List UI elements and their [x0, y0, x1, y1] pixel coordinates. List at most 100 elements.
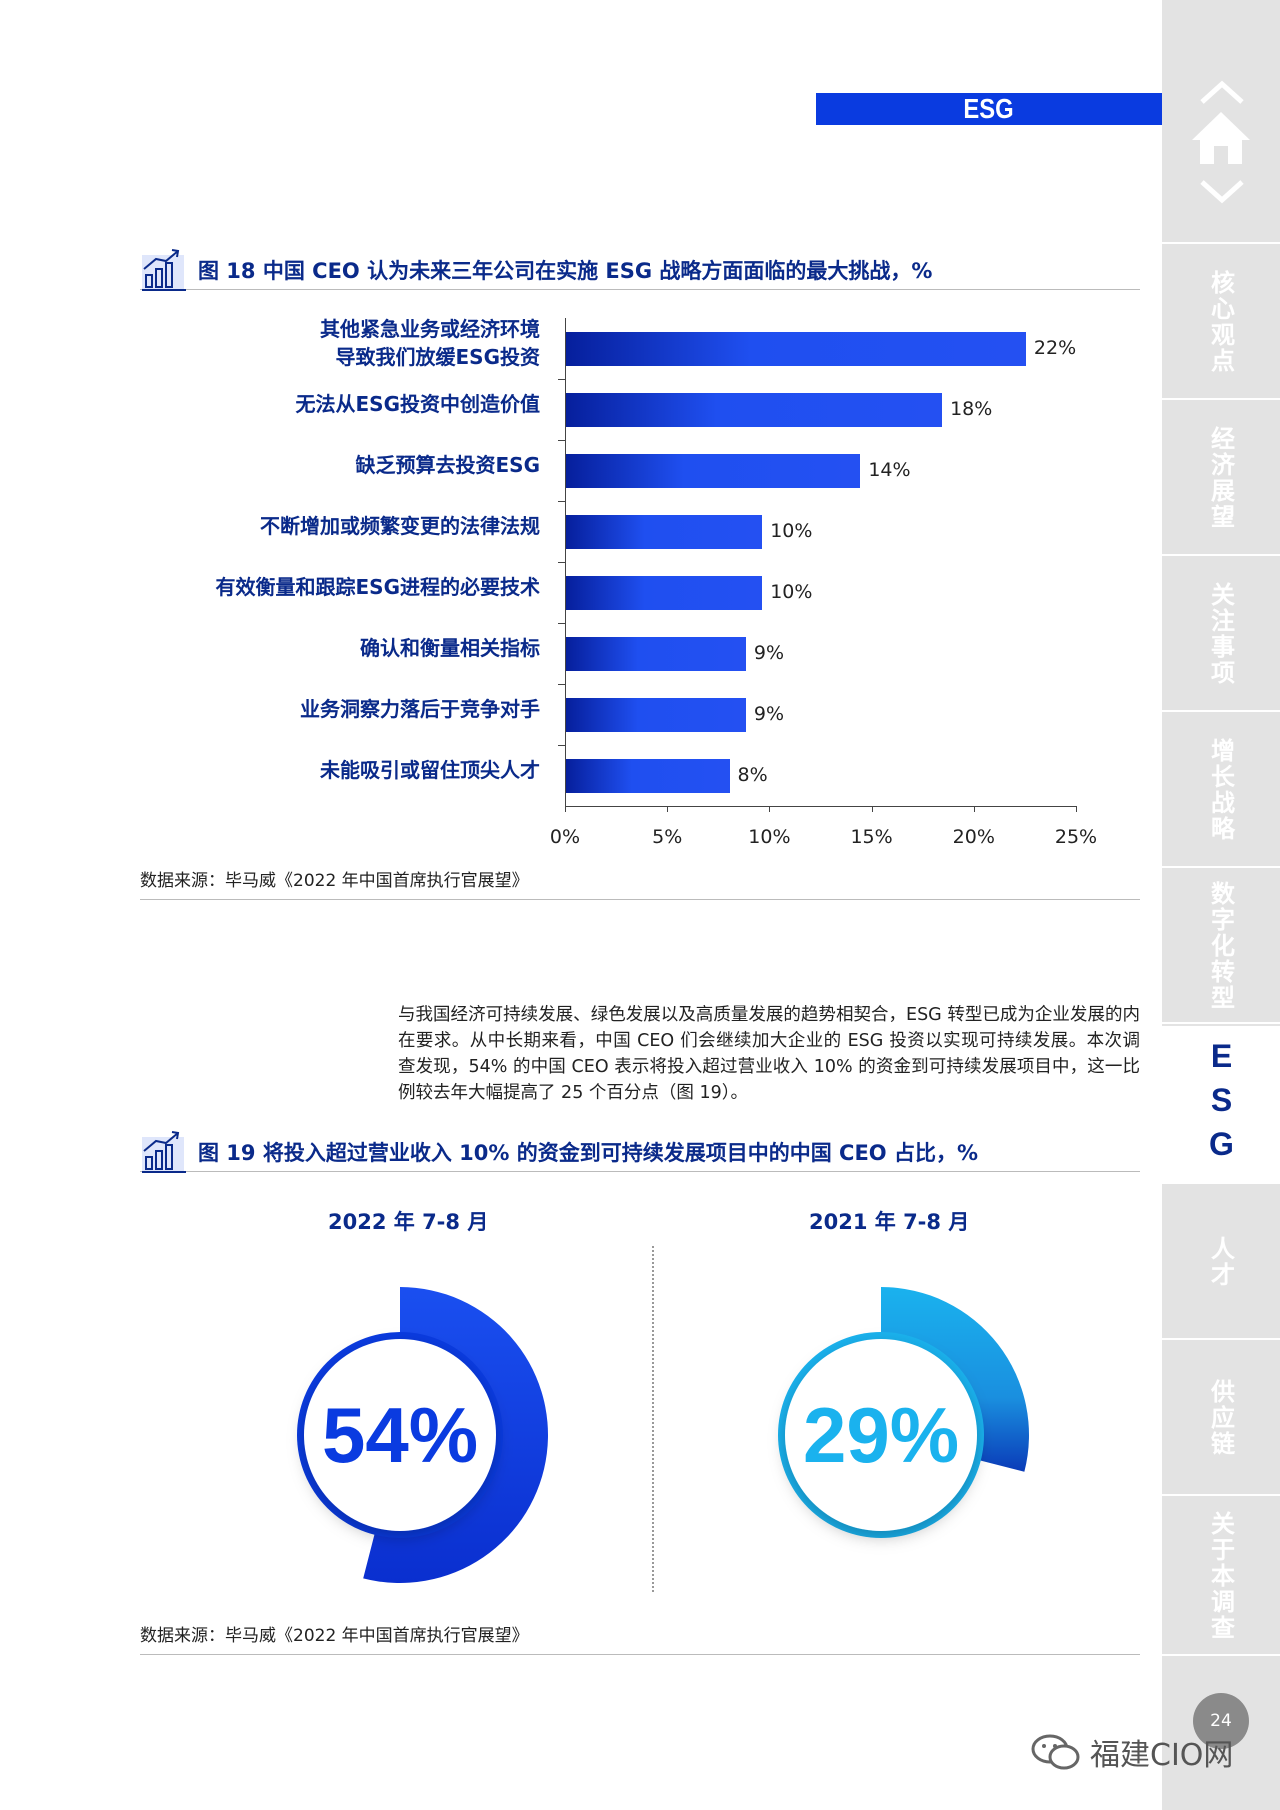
- sidebar-item-6[interactable]: 人才: [1162, 1186, 1280, 1340]
- sidebar-item-label: 关于本调查: [1206, 1511, 1235, 1641]
- sidebar-item-label: 供应链: [1206, 1379, 1235, 1457]
- bar-1: [566, 392, 943, 427]
- x-tick-label: 15%: [850, 826, 893, 848]
- bar-2: [566, 453, 861, 488]
- bar-category-line: 有效衡量和跟踪ESG进程的必要技术: [215, 574, 540, 599]
- bar-value-label: 9%: [753, 702, 785, 725]
- bar-category-line: 确认和衡量相关指标: [360, 635, 540, 660]
- chart-icon: [142, 1130, 186, 1173]
- x-tick: [565, 806, 566, 812]
- bar-4: [566, 575, 763, 610]
- chart-icon: [142, 248, 186, 291]
- chevron-up-icon[interactable]: [1196, 78, 1248, 108]
- figure-19-source: 数据来源：毕马威《2022 年中国首席执行官展望》: [140, 1621, 1140, 1655]
- x-tick: [769, 806, 771, 812]
- watermark-text: 福建CIO网: [1090, 1738, 1234, 1773]
- watermark: 福建CIO网: [1030, 1730, 1233, 1774]
- bar-category-label: 不断增加或频繁变更的法律法规: [140, 512, 540, 540]
- x-tick-label: 20%: [952, 826, 995, 848]
- y-tick: [558, 623, 565, 624]
- donut-2022-center: [304, 1339, 496, 1531]
- bar-3: [566, 514, 763, 549]
- sidebar-item-0[interactable]: 核心观点: [1162, 246, 1280, 400]
- y-axis: [565, 318, 566, 806]
- nav-home-block: [1162, 0, 1280, 244]
- page-number: 24: [1193, 1693, 1249, 1749]
- wechat-icon: [1031, 1734, 1080, 1770]
- donut-2022-arc: [363, 1287, 548, 1583]
- x-tick-label: 0%: [549, 826, 581, 848]
- x-tick-label: 5%: [652, 826, 683, 848]
- sidebar-item-4[interactable]: 数字化转型: [1162, 870, 1280, 1024]
- y-tick: [558, 745, 565, 746]
- donut-2022: 54%: [297, 1287, 548, 1583]
- bar-category-label: 有效衡量和跟踪ESG进程的必要技术: [140, 573, 540, 601]
- bar-value-label: 10%: [770, 519, 813, 542]
- bar-value-label: 10%: [770, 580, 813, 603]
- bar-category-line: 无法从ESG投资中创造价值: [295, 391, 540, 416]
- section-header-bar: ESG: [816, 93, 1162, 125]
- chevron-down-icon[interactable]: [1196, 176, 1248, 206]
- bar-0: [566, 331, 1026, 366]
- donut-2021-center: [785, 1339, 977, 1531]
- sidebar-item-1[interactable]: 经济展望: [1162, 402, 1280, 556]
- x-tick: [667, 806, 669, 812]
- bar-category-label: 确认和衡量相关指标: [140, 634, 540, 662]
- y-tick: [558, 562, 565, 563]
- bar-6: [566, 697, 746, 732]
- bar-category-line: 不断增加或频繁变更的法律法规: [260, 513, 540, 538]
- sidebar-item-label: 关注事项: [1206, 582, 1235, 686]
- bar-value-label: 9%: [753, 641, 785, 664]
- y-tick: [558, 501, 565, 502]
- sidebar-item-label: ESG: [1203, 1038, 1240, 1170]
- body-paragraph: 与我国经济可持续发展、绿色发展以及高质量发展的趋势相契合，ESG 转型已成为企业…: [398, 1005, 1140, 1103]
- figure-19-title: 图 19 将投入超过营业收入 10% 的资金到可持续发展项目中的中国 CEO 占…: [198, 1140, 979, 1165]
- section-header-label: ESG: [963, 93, 1015, 124]
- donut-2021-label: 2021 年 7-8 月: [809, 1210, 970, 1234]
- sidebar-item-5[interactable]: ESG: [1162, 1026, 1280, 1184]
- sidebar-item-label: 核心观点: [1206, 270, 1235, 374]
- sidebar-item-label: 数字化转型: [1206, 881, 1235, 1011]
- bar-category-line: 未能吸引或留住顶尖人才: [320, 757, 540, 782]
- sidebar-item-3[interactable]: 增长战略: [1162, 714, 1280, 868]
- x-tick-label: 25%: [1054, 826, 1098, 848]
- donut-2021: 29%: [778, 1287, 1029, 1538]
- bar-category-line: 缺乏预算去投资ESG: [355, 452, 540, 477]
- bar-category-line: 业务洞察力落后于竞争对手: [300, 696, 540, 721]
- sidebar-item-label: 增长战略: [1206, 738, 1235, 842]
- y-tick: [558, 684, 565, 685]
- bar-category-label: 缺乏预算去投资ESG: [140, 451, 540, 479]
- figure-18-title: 图 18 中国 CEO 认为未来三年公司在实施 ESG 战略方面面临的最大挑战，…: [198, 258, 933, 283]
- bar-5: [566, 636, 746, 671]
- x-tick-label: 10%: [748, 826, 791, 848]
- figure-18-title-row: 图 18 中国 CEO 认为未来三年公司在实施 ESG 战略方面面临的最大挑战，…: [140, 248, 1140, 291]
- bar-category-label: 未能吸引或留住顶尖人才: [140, 756, 540, 784]
- y-tick: [558, 379, 565, 380]
- bar-value-label: 18%: [950, 397, 993, 420]
- bar-category-label: 其他紧急业务或经济环境导致我们放缓ESG投资: [140, 315, 540, 371]
- bar-value-label: 22%: [1033, 336, 1077, 359]
- sidebar-item-label: 经济展望: [1206, 426, 1235, 530]
- donut-2022-label: 2022 年 7-8 月: [328, 1210, 489, 1234]
- home-icon[interactable]: [1190, 110, 1252, 166]
- sidebar-item-8[interactable]: 关于本调查: [1162, 1498, 1280, 1656]
- donut-2021-arc: [881, 1287, 1029, 1472]
- sidebar-item-label: 人才: [1206, 1236, 1235, 1288]
- x-axis: [565, 806, 1077, 807]
- sidebar-item-7[interactable]: 供应链: [1162, 1342, 1280, 1496]
- bar-category-label: 无法从ESG投资中创造价值: [140, 390, 540, 418]
- bar-category-line: 其他紧急业务或经济环境: [320, 316, 540, 341]
- bar-category-label: 业务洞察力落后于竞争对手: [140, 695, 540, 723]
- x-tick: [973, 806, 975, 812]
- bar-value-label: 14%: [868, 458, 911, 481]
- x-tick: [1076, 806, 1077, 812]
- x-tick: [871, 806, 873, 812]
- bar-category-line: 导致我们放缓ESG投资: [335, 344, 540, 369]
- figure-18-source: 数据来源：毕马威《2022 年中国首席执行官展望》: [140, 866, 1140, 900]
- donut-divider: [652, 1246, 654, 1592]
- sidebar-nav: 核心观点经济展望关注事项增长战略数字化转型 ESG 人才供应链关于本调查 24: [1162, 0, 1280, 1810]
- sidebar-item-2[interactable]: 关注事项: [1162, 558, 1280, 712]
- bar-value-label: 8%: [737, 763, 768, 786]
- bar-7: [566, 758, 730, 793]
- donut-2022-value: 54%: [322, 1391, 478, 1479]
